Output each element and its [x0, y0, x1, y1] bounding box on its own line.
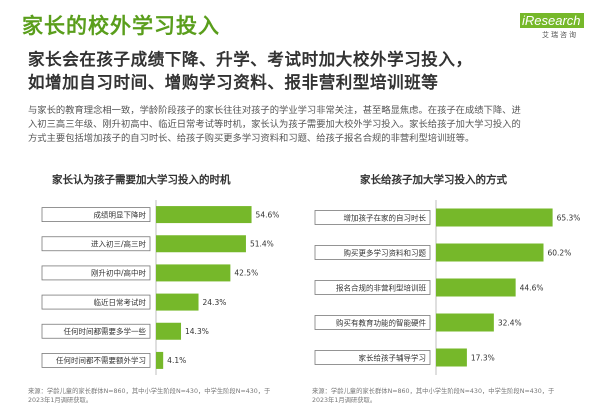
bar: [156, 264, 231, 282]
category-box: [41, 353, 151, 368]
logo-mark: iResearch: [520, 13, 584, 28]
source-line: 2023年1月调研获取。: [312, 397, 377, 404]
headline: 家长会在孩子成绩下降、升学、考试时加大校外学习投入， 如增加自习时间、增购学习资…: [28, 48, 588, 94]
bar: [436, 348, 467, 367]
category-box: [314, 315, 431, 330]
category-label: 购买有教育功能的智能硬件: [336, 317, 426, 327]
category-label: 任何时间都需要多学一些: [64, 326, 147, 336]
body-line: 与家长的教育理念相一致，学龄阶段孩子的家长往往对孩子的学业学习非常关注，甚至略显…: [28, 105, 521, 116]
headline-line: 家长会在孩子成绩下降、升学、考试时加大校外学习投入，: [28, 50, 473, 69]
bar: [156, 235, 246, 253]
category-label: 报名合规的非营利型培训班: [336, 282, 426, 292]
category-label: 购买更多学习资料和习题: [344, 247, 427, 257]
value-label: 42.5%: [234, 269, 258, 278]
category-box: [314, 245, 431, 260]
right-chart-title: 家长给孩子加大学习投入的方式: [360, 174, 507, 186]
value-label: 4.1%: [167, 356, 186, 365]
left-source-note: 来源：学龄儿童的家长群体N=860，其中小学生阶段N=430，中学生阶段N=43…: [28, 387, 283, 405]
left-bar-chart: 成绩明显下降时 54.6% 进入初三/高三时 51.4% 刚升初中/高中时 42.5% 临近…: [41, 200, 280, 375]
right-source-note: 来源：学龄儿童的家长群体N=860，其中小学生阶段N=430，中学生阶段N=43…: [312, 387, 567, 405]
headline-line: 如增加自习时间、增购学习资料、报非营利型培训班等: [28, 73, 439, 92]
category-box: [41, 207, 151, 222]
source-line: 2023年1月调研获取。: [28, 397, 93, 404]
category-label: 家长给孩子辅导学习: [359, 352, 427, 362]
bar: [436, 208, 553, 227]
bar: [156, 351, 164, 369]
body-paragraph: 与家长的教育理念相一致，学龄阶段孩子的家长往往对孩子的学业学习非常关注，甚至略显…: [28, 104, 586, 146]
value-label: 54.6%: [256, 210, 280, 219]
bar: [436, 278, 516, 297]
value-label: 32.4%: [498, 318, 522, 327]
category-label: 增加孩子在家的自习时长: [344, 212, 427, 222]
value-label: 24.3%: [203, 298, 227, 307]
value-label: 44.6%: [520, 283, 544, 292]
category-box: [314, 280, 431, 295]
value-label: 60.2%: [548, 248, 572, 257]
category-label: 临近日常考试时: [94, 297, 147, 307]
category-box: [41, 265, 151, 281]
bar: [156, 293, 199, 311]
category-box: [41, 323, 151, 339]
source-line: 来源：学龄儿童的家长群体N=860，其中小学生阶段N=430，中学生阶段N=43…: [28, 388, 271, 395]
body-line: 入初三高三年级、刚升初高中、临近日常考试等时机，家长认为孩子需要加大校外学习投入…: [28, 119, 521, 130]
logo-subtitle: 艾瑞咨询: [542, 31, 578, 39]
value-label: 65.3%: [557, 213, 581, 222]
category-box: [314, 350, 431, 365]
category-label: 任何时间都不需要额外学习: [56, 355, 146, 365]
category-label: 进入初三/高三时: [91, 239, 147, 249]
value-label: 14.3%: [185, 327, 209, 336]
value-label: 51.4%: [250, 240, 274, 249]
bar: [436, 313, 494, 332]
bar: [436, 243, 544, 262]
iresearch-logo: iResearch 艾瑞咨询: [520, 13, 590, 41]
category-box: [41, 236, 151, 252]
bar: [156, 322, 182, 340]
right-bar-chart: 增加孩子在家的自习时长 65.3% 购买更多学习资料和习题 60.2% 报名合规的非营利…: [314, 200, 581, 375]
bar: [156, 206, 252, 224]
category-box: [41, 294, 151, 310]
category-label: 刚升初中/高中时: [91, 268, 147, 278]
page-title: 家长的校外学习投入: [22, 14, 220, 38]
category-box: [314, 210, 431, 225]
value-label: 17.3%: [471, 353, 495, 362]
body-line: 方式主要包括增加孩子的自习时长、给孩子购买更多学习资料和习题、给孩子报名合规的非…: [28, 133, 475, 144]
left-chart-title: 家长认为孩子需要加大学习投入的时机: [52, 174, 231, 186]
category-label: 成绩明显下降时: [94, 209, 147, 219]
source-line: 来源：学龄儿童的家长群体N=860，其中小学生阶段N=430，中学生阶段N=43…: [312, 388, 555, 395]
